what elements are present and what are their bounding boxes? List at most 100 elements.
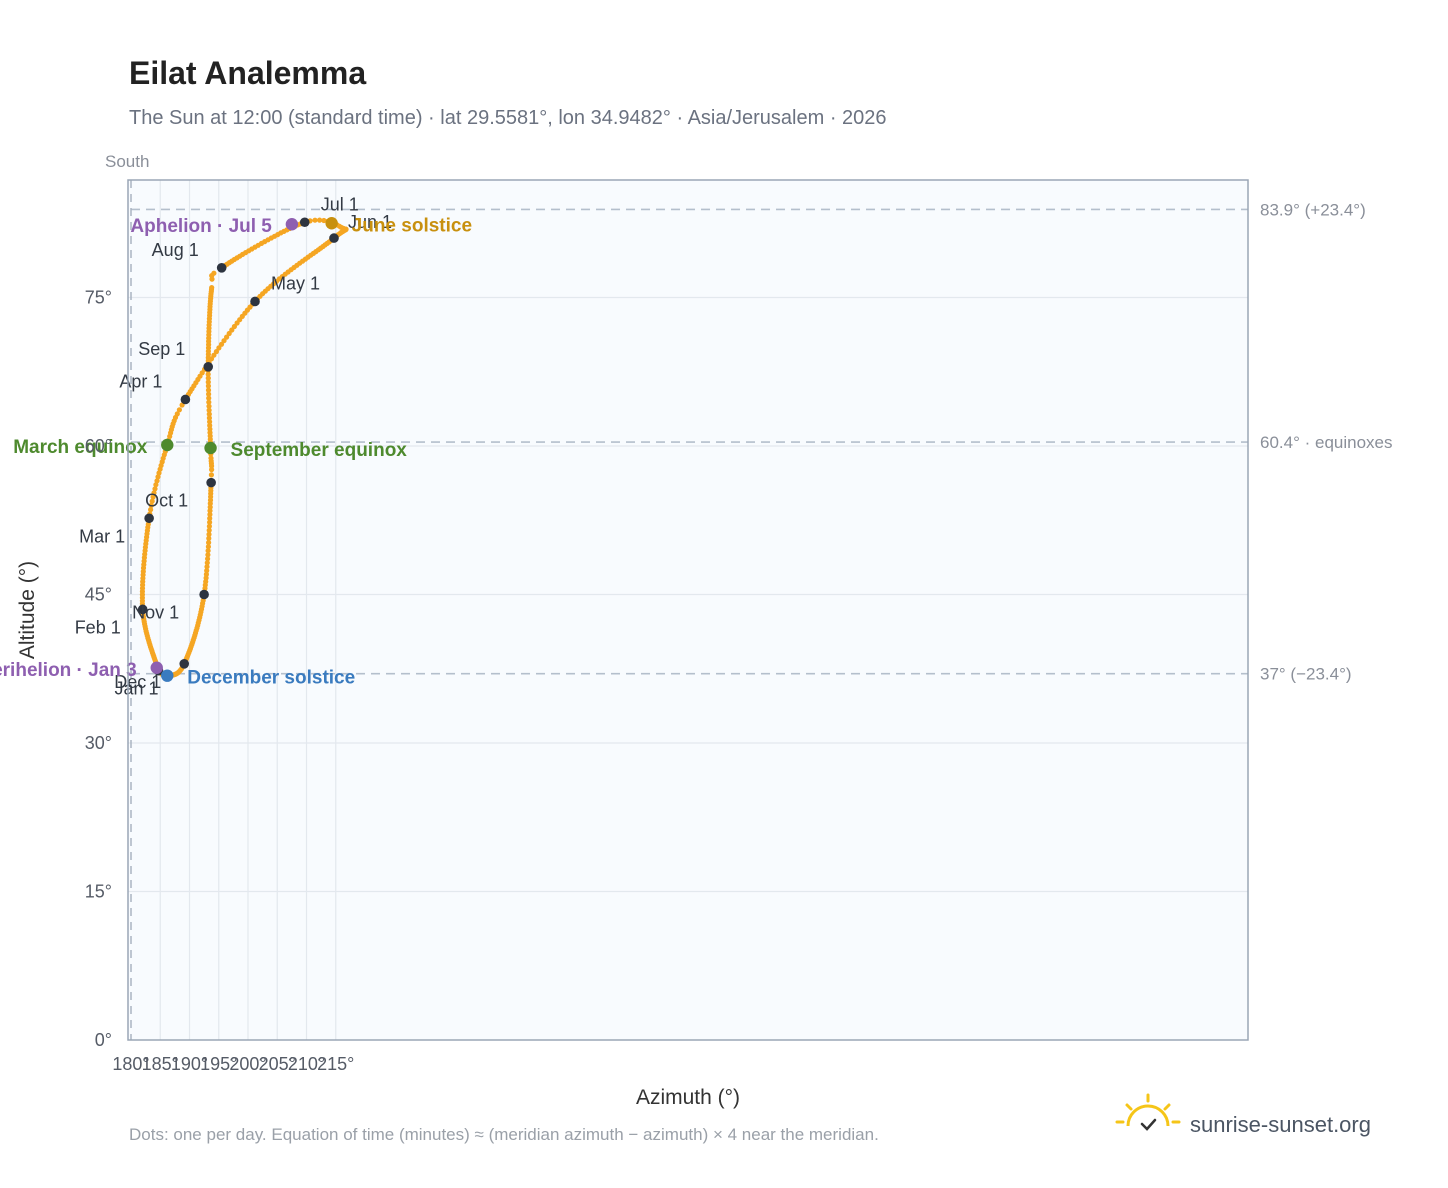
event-label: March equinox xyxy=(13,437,148,458)
month-marker xyxy=(250,296,260,307)
daily-sun-position xyxy=(207,519,213,525)
daily-sun-position xyxy=(205,383,211,389)
y-tick-label: 60° xyxy=(85,436,112,456)
month-marker xyxy=(180,394,191,405)
event-label: December solstice xyxy=(187,668,355,689)
daily-sun-position xyxy=(205,548,211,554)
daily-sun-position xyxy=(208,472,214,478)
reference-lines: 83.9° (+23.4°) 60.4° · equinoxes 37° (−23.… xyxy=(131,200,1393,684)
daily-sun-position xyxy=(206,411,212,417)
event-marker xyxy=(161,438,174,452)
daily-sun-position xyxy=(207,419,213,425)
event-label: Aphelion · Jul 5 xyxy=(130,216,272,237)
month-label: Jul 1 xyxy=(321,194,359,214)
month-marker xyxy=(179,659,190,669)
daily-sun-position xyxy=(213,349,219,355)
month-label: Aug 1 xyxy=(152,240,199,260)
month-label: Apr 1 xyxy=(119,371,162,391)
x-tick-label: 200° xyxy=(229,1054,266,1074)
daily-sun-position xyxy=(205,552,211,558)
month-label: Jan 1 xyxy=(114,679,158,699)
month-label: Nov 1 xyxy=(132,603,179,623)
x-tick-label: 195° xyxy=(200,1054,237,1074)
daily-sun-position xyxy=(206,531,212,538)
x-tick-label: 215° xyxy=(317,1054,354,1074)
month-label: Feb 1 xyxy=(75,617,121,637)
daily-sun-position xyxy=(205,556,211,562)
reference-line-label: 37° (−23.4°) xyxy=(1260,665,1352,684)
daily-sun-position xyxy=(206,415,212,421)
event-marker xyxy=(325,217,338,230)
y-tick-label: 30° xyxy=(85,733,112,753)
daily-sun-position xyxy=(205,371,211,377)
x-tick-label: 190° xyxy=(171,1054,208,1074)
daily-sun-position xyxy=(207,508,213,514)
month-label: Sep 1 xyxy=(138,339,185,359)
reference-line-label: 60.4° · equinoxes xyxy=(1260,433,1393,452)
daily-sun-position xyxy=(206,399,212,405)
daily-sun-position xyxy=(204,564,210,570)
daily-sun-position xyxy=(231,323,237,330)
chart-subtitle: The Sun at 12:00 (standard time) · lat 2… xyxy=(129,107,887,129)
month-marker xyxy=(137,604,148,615)
daily-sun-position xyxy=(206,403,212,409)
daily-sun-position xyxy=(209,467,215,473)
daily-sun-position xyxy=(205,387,212,393)
x-tick-label: 210° xyxy=(288,1054,325,1074)
plot-frame xyxy=(127,179,1249,1041)
x-axis-label: Azimuth (°) xyxy=(636,1086,740,1109)
event-label: September equinox xyxy=(231,440,408,461)
month-label: Mar 1 xyxy=(79,526,125,546)
x-tick-label: 205° xyxy=(259,1054,296,1074)
x-tick-label: 185° xyxy=(142,1054,179,1074)
month-marker xyxy=(299,217,310,228)
daily-sun-position xyxy=(216,345,222,351)
month-marker xyxy=(203,362,214,372)
daily-sun-position xyxy=(317,217,323,223)
y-tick-label: 15° xyxy=(85,882,112,902)
y-axis-label: Altitude (°) xyxy=(16,561,39,659)
event-marker xyxy=(285,218,299,231)
daily-sun-position xyxy=(150,494,156,500)
daily-sun-position xyxy=(151,490,157,496)
daily-sun-position xyxy=(224,334,230,340)
daily-sun-position xyxy=(152,486,158,492)
daily-sun-position xyxy=(149,498,155,504)
daily-sun-position xyxy=(321,217,327,224)
daily-sun-position xyxy=(206,395,212,401)
month-label: Dec 1 xyxy=(114,672,161,692)
south-label: South xyxy=(105,152,149,171)
event-marker xyxy=(161,669,174,682)
footnote: Dots: one per day. Equation of time (min… xyxy=(129,1125,879,1144)
event-marker xyxy=(204,441,217,455)
month-marker xyxy=(144,513,154,524)
daily-sun-position xyxy=(207,511,213,518)
event-marker xyxy=(150,661,163,674)
reference-line-label: 83.9° (+23.4°) xyxy=(1260,200,1366,219)
daily-sun-position xyxy=(153,482,159,488)
daily-sun-position xyxy=(148,502,154,508)
daily-sun-position xyxy=(206,407,212,413)
axis-ticks: 180°185°190°195°200°205°210°215° 0° 15° 30°… xyxy=(85,288,355,1075)
month-marker xyxy=(199,589,209,600)
daily-sun-position xyxy=(205,379,211,385)
event-label: June solstice xyxy=(352,215,472,236)
y-tick-label: 0° xyxy=(95,1030,112,1050)
sun-logo-icon xyxy=(1115,1093,1181,1131)
daily-sun-position xyxy=(205,544,211,550)
month-marker xyxy=(216,263,227,273)
daily-sun-position xyxy=(209,463,215,469)
month-marker xyxy=(329,233,339,243)
daily-sun-position xyxy=(221,338,227,344)
daily-sun-position xyxy=(209,276,215,282)
daily-sun-position xyxy=(206,523,212,529)
daily-sun-position xyxy=(204,560,210,566)
y-tick-label: 75° xyxy=(85,288,112,308)
y-tick-label: 45° xyxy=(85,585,112,605)
daily-sun-position xyxy=(205,375,211,381)
month-marker xyxy=(206,477,216,488)
chart-title: Eilat Analemma xyxy=(129,55,366,91)
daily-sun-position xyxy=(174,411,180,417)
